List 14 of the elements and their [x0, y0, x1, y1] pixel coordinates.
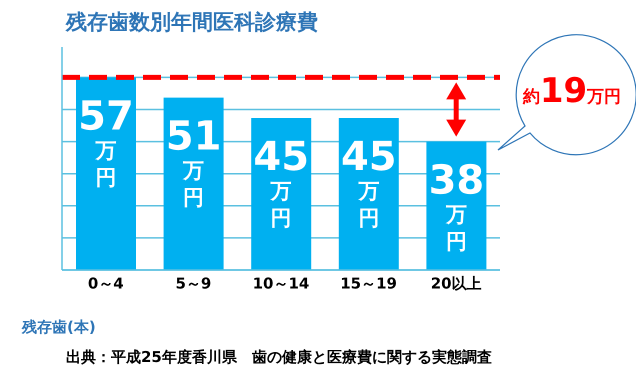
data-label: 38万円 — [428, 158, 484, 254]
source-note: 出典：平成25年度香川県 歯の健康と医療費に関する実態調査 — [66, 348, 492, 367]
x-tick-label: 5～9 — [175, 274, 212, 293]
data-label: 45万円 — [340, 134, 397, 230]
chart-title: 残存歯数別年間医科診療費 — [66, 9, 318, 36]
x-tick-label: 0～4 — [88, 274, 124, 293]
x-tick-label: 20以上 — [430, 274, 482, 293]
x-tick-label: 10～14 — [252, 274, 310, 293]
data-label: 57万円 — [78, 93, 134, 190]
text: 約19万円 — [522, 71, 622, 111]
x-axis-title: 残存歯(本) — [22, 318, 96, 337]
data-label: 51万円 — [166, 114, 222, 210]
data-label: 45万円 — [253, 134, 310, 230]
x-tick-label: 15～19 — [340, 274, 397, 293]
